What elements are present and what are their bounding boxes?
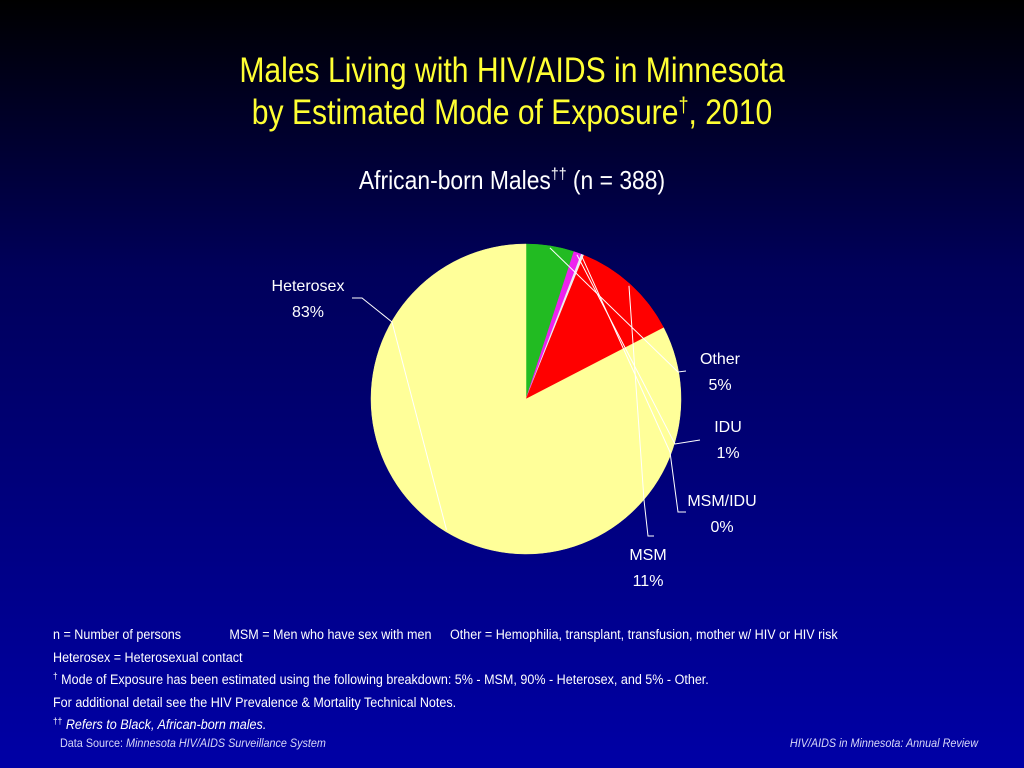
subtitle-n: (n = 388)	[566, 165, 666, 195]
pie-slices	[370, 243, 682, 555]
slice-label-msm: MSM	[629, 547, 666, 564]
title-dagger: †	[678, 94, 689, 117]
slice-value-heterosex: 83%	[292, 304, 324, 321]
leader-lines	[352, 247, 701, 537]
data-source-name: Minnesota HIV/AIDS Surveillance System	[126, 736, 326, 750]
dagger-marker: †	[53, 671, 58, 681]
n-definition: n = Number of persons	[53, 627, 182, 642]
detail-footnote: For additional detail see the HIV Preval…	[53, 694, 457, 710]
slice-label-idu: IDU	[714, 419, 742, 436]
mode-footnote: † Mode of Exposure has been estimated us…	[53, 669, 946, 692]
slice-value-msm-idu: 0%	[710, 519, 733, 536]
slide-title: Males Living with HIV/AIDS in Minnesota …	[72, 50, 953, 134]
slice-label-heterosex: Heterosex	[272, 278, 345, 295]
chart-subtitle: African-born Males†† (n = 388)	[61, 165, 962, 195]
title-line-2-text: by Estimated Mode of Exposure	[251, 93, 679, 132]
slice-label-msm-idu: MSM/IDU	[687, 493, 756, 510]
slice-value-other: 5%	[708, 377, 731, 394]
data-source: Data Source: Minnesota HIV/AIDS Surveill…	[60, 736, 326, 750]
slice-label-other: Other	[700, 351, 741, 368]
leader-line-msm	[628, 285, 654, 537]
other-definition: Other = Hemophilia, transplant, transfus…	[450, 627, 838, 642]
african-footnote: †† Refers to Black, African-born males.	[53, 714, 946, 737]
title-line-1: Males Living with HIV/AIDS in Minnesota	[239, 51, 785, 90]
footnotes: n = Number of persons MSM = Men who have …	[53, 624, 946, 737]
data-source-label: Data Source:	[60, 736, 127, 750]
slice-labels: Other 5% IDU 1% MSM/IDU 0% MSM 11% Heterosex 83%	[272, 278, 757, 590]
slice-value-idu: 1%	[716, 445, 739, 462]
title-line-2: by Estimated Mode of Exposure†, 2010	[72, 92, 953, 134]
leader-line-msm-idu	[581, 256, 686, 513]
leader-line-heterosex	[352, 297, 447, 530]
pie-slice-heterosex	[370, 243, 682, 555]
subtitle-dagger: ††	[550, 166, 567, 183]
african-footnote-text: Refers to Black, African-born males.	[65, 717, 267, 732]
double-dagger-marker: ††	[53, 716, 63, 726]
leader-line-other	[549, 247, 687, 373]
hetero-definition: Heterosex = Heterosexual contact	[53, 649, 243, 665]
definitions-row: n = Number of persons MSM = Men who have …	[53, 624, 946, 647]
slice-value-msm: 11%	[633, 573, 664, 590]
subtitle-main: African-born Males	[358, 165, 551, 195]
msm-definition: MSM = Men who have sex with men	[229, 627, 432, 642]
mode-footnote-text: Mode of Exposure has been estimated usin…	[61, 672, 709, 687]
report-name: HIV/AIDS in Minnesota: Annual Review	[789, 736, 978, 750]
title-year: , 2010	[688, 93, 773, 132]
